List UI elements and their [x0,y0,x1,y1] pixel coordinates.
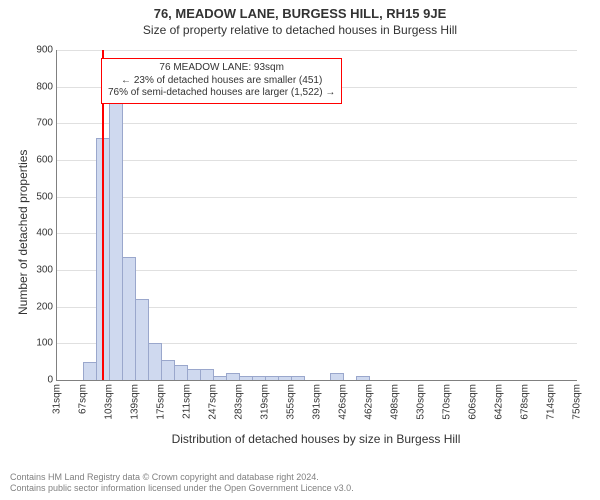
gridline [57,123,577,124]
gridline [57,50,577,51]
x-tick-label: 426sqm [338,384,349,420]
x-tick-label: 462sqm [364,384,375,420]
gridline [57,197,577,198]
x-tick-label: 31sqm [52,384,63,414]
x-tick-label: 211sqm [182,384,193,419]
x-tick-label: 67sqm [78,384,89,414]
histogram-bar [252,376,266,380]
annotation-line: 76% of semi-detached houses are larger (… [108,87,335,100]
histogram-bar [187,369,201,380]
x-tick-label: 319sqm [260,384,271,420]
y-tick-label: 200 [36,301,57,312]
x-tick-label: 139sqm [130,384,141,420]
x-tick-label: 391sqm [312,384,323,420]
footer-line-2: Contains public sector information licen… [10,483,354,494]
x-tick-label: 714sqm [546,384,557,420]
y-tick-label: 100 [36,338,57,349]
histogram-bar [226,373,240,380]
x-tick-label: 498sqm [390,384,401,420]
histogram-bar [200,369,214,380]
y-tick-label: 500 [36,191,57,202]
x-tick-label: 103sqm [104,384,115,420]
x-tick-label: 247sqm [208,384,219,420]
page-title: 76, MEADOW LANE, BURGESS HILL, RH15 9JE [0,0,600,23]
footer-text: Contains HM Land Registry data © Crown c… [10,472,354,495]
y-tick-label: 900 [36,45,57,56]
x-tick-label: 283sqm [234,384,245,420]
histogram-bar [122,257,136,380]
y-axis-label: Number of detached properties [16,150,30,315]
gridline [57,160,577,161]
histogram-bar [109,87,123,380]
x-tick-label: 570sqm [442,384,453,420]
histogram-bar [330,373,344,380]
x-tick-label: 642sqm [494,384,505,420]
x-tick-label: 606sqm [468,384,479,420]
y-tick-label: 600 [36,155,57,166]
histogram-bar [213,376,227,380]
footer-line-1: Contains HM Land Registry data © Crown c… [10,472,354,483]
histogram-bar [161,360,175,380]
histogram-bar [278,376,292,380]
histogram-bar [148,343,162,380]
y-tick-label: 300 [36,265,57,276]
histogram-bar [83,362,97,380]
x-tick-label: 175sqm [156,384,167,420]
gridline [57,233,577,234]
histogram-bar [265,376,279,380]
x-tick-label: 355sqm [286,384,297,420]
annotation-line: 76 MEADOW LANE: 93sqm [108,62,335,75]
marker-annotation: 76 MEADOW LANE: 93sqm← 23% of detached h… [101,58,342,104]
histogram-bar [356,376,370,380]
page-subtitle: Size of property relative to detached ho… [0,23,600,39]
x-tick-label: 678sqm [520,384,531,420]
x-tick-label: 750sqm [572,384,583,420]
y-tick-label: 800 [36,81,57,92]
histogram-bar [174,365,188,380]
y-tick-label: 400 [36,228,57,239]
histogram-bar [239,376,253,380]
histogram-bar [291,376,305,380]
x-axis-label: Distribution of detached houses by size … [56,432,576,446]
annotation-line: ← 23% of detached houses are smaller (45… [108,75,335,88]
histogram-bar [135,299,149,380]
x-tick-label: 530sqm [416,384,427,420]
y-tick-label: 700 [36,118,57,129]
